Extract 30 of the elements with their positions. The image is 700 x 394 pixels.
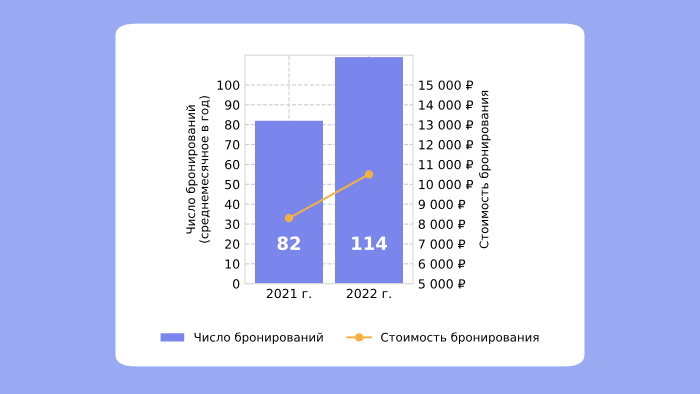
y2-tick-label: 11 000 ₽: [419, 160, 474, 170]
y2-tick-label: 12 000 ₽: [419, 140, 474, 150]
data-label: 114: [352, 236, 388, 250]
y2-tick-label: 14 000 ₽: [419, 100, 474, 110]
x-tick-label: 2022 г.: [346, 288, 391, 298]
y-tick-label: 50: [225, 180, 240, 190]
y2-tick-label: 9 000 ₽: [418, 200, 466, 210]
y2-tick-label: 7 000 ₽: [418, 239, 466, 249]
legend-label: Число бронирований: [194, 332, 323, 344]
y2-tick-label: 8 000 ₽: [418, 220, 466, 229]
y2-tick-label: 13 000 ₽: [419, 120, 474, 130]
y-tick-label: 80: [225, 120, 240, 130]
y2-tick-label: 10 000 ₽: [419, 180, 474, 190]
y-tick-label: 40: [224, 200, 240, 210]
y2-tick-label: 6 000 ₽: [418, 259, 466, 269]
x-tick-label: 2021 г.: [266, 288, 311, 298]
y-axis-title: Число бронирований (среднемесячное в год): [186, 96, 211, 243]
y-tick-label: 10: [226, 259, 240, 269]
y-tick-label: 0: [233, 279, 240, 289]
y-tick-label: 100: [218, 80, 240, 90]
y-tick-label: 70: [225, 140, 240, 150]
y2-axis-title: Стоимость бронирования: [479, 90, 491, 248]
y2-tick-label: 15 000 ₽: [419, 80, 474, 90]
y2-tick-label: 5 000 ₽: [418, 279, 466, 289]
legend-label: Стоимость бронирования: [381, 332, 538, 344]
y-tick-label: 20: [225, 239, 240, 249]
y-tick-label: 60: [225, 160, 240, 170]
data-label: 82: [278, 236, 300, 250]
y-tick-label: 30: [225, 220, 240, 229]
y-tick-label: 90: [225, 100, 240, 110]
